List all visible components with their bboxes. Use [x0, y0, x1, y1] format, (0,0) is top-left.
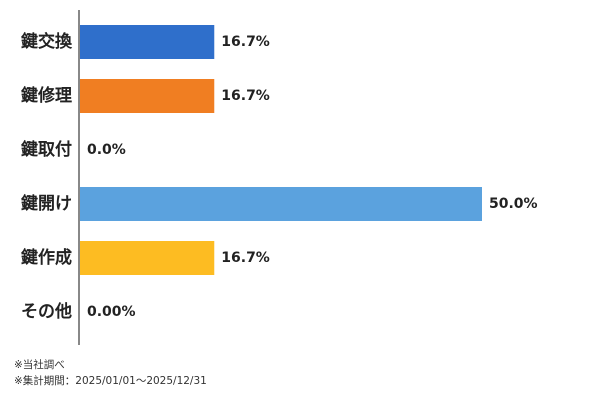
value-label-3: 50.0% — [489, 196, 538, 212]
category-label-1: 鍵修理 — [21, 85, 72, 106]
category-label-3: 鍵開け — [21, 193, 72, 214]
category-label-4: 鍵作成 — [21, 247, 72, 268]
category-label-0: 鍵交換 — [21, 31, 73, 52]
period-note: ※集計期間：2025/01/01〜2025/12/31 — [14, 375, 207, 387]
value-label-1: 16.7% — [221, 88, 270, 104]
footnotes: ※当社調べ ※集計期間：2025/01/01〜2025/12/31 — [14, 357, 207, 389]
category-label-5: その他 — [21, 301, 72, 322]
value-label-0: 16.7% — [221, 34, 270, 50]
bar-4 — [80, 241, 215, 275]
bar-3 — [80, 187, 482, 221]
bars-layer — [80, 25, 482, 275]
bar-chart: 鍵交換 16.7% 鍵修理 16.7% 鍵取付 0.0% 鍵開け 50.0% 鍵作成 16.7% そ… — [21, 10, 538, 345]
bar-1 — [80, 79, 215, 113]
labels-layer: 鍵交換 16.7% 鍵修理 16.7% 鍵取付 0.0% 鍵開け 50.0% 鍵作成 16.7% そ… — [21, 31, 538, 322]
value-label-4: 16.7% — [221, 250, 270, 266]
value-label-5: 0.00% — [87, 304, 136, 320]
category-label-2: 鍵取付 — [21, 139, 72, 160]
source-note: ※当社調べ — [14, 359, 65, 371]
value-label-2: 0.0% — [87, 142, 126, 158]
bar-0 — [80, 25, 215, 59]
